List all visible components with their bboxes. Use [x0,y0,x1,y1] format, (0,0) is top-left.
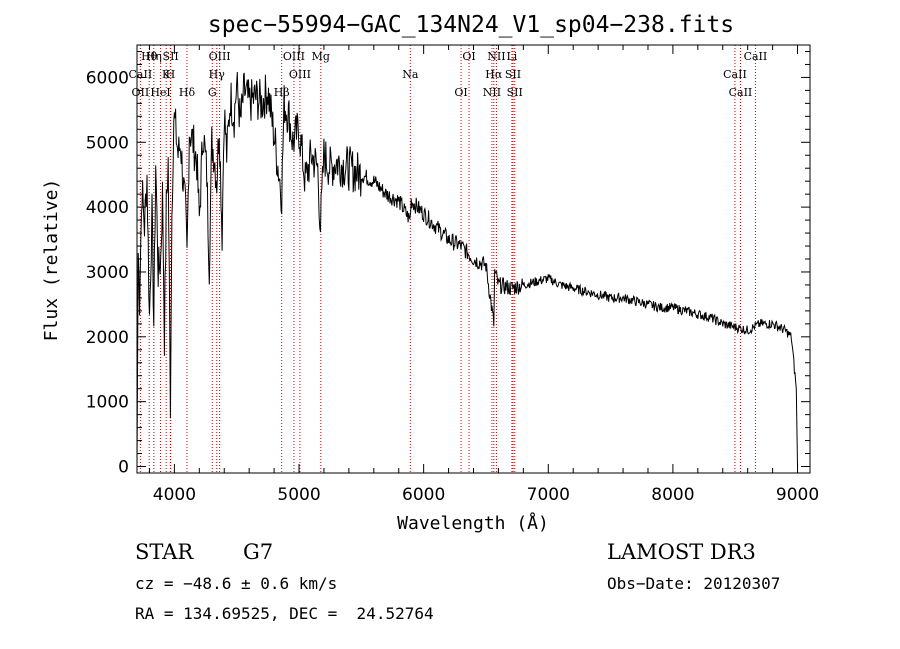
line-label: CaII [129,68,153,81]
y-axis: 0 1000 2000 3000 4000 5000 6000 [86,50,810,478]
line-label: SII [505,68,521,81]
line-label: OIII [209,50,231,63]
spectrum-series [136,71,798,467]
line-label: Hα [485,68,503,81]
x-axis-label: Wavelength (Å) [397,512,549,534]
x-tick-label: 4000 [153,485,196,505]
y-tick-label: 4000 [86,198,129,218]
coordinates: RA = 134.69525, DEC = 24.52764 [135,604,434,623]
line-label: Hθ [141,50,158,63]
line-label: CaII [729,86,753,99]
survey-name: LAMOST DR3 [607,540,756,564]
x-tick-label: 9000 [776,485,819,505]
line-label: NII [487,50,505,63]
line-label: Hβ [274,86,290,99]
line-label: Hδ [179,86,196,99]
x-tick-label: 7000 [527,485,570,505]
object-type: STAR [135,540,194,564]
y-axis-label: Flux (relative) [41,179,62,342]
line-label: SII [507,86,523,99]
spectrum-line [136,71,798,467]
line-labels: Hθ CaII OII HηK HeI SII HHδ OIII Hγ G OIII OIII Hβ Mg… [129,50,768,99]
x-axis: 4000 5000 6000 7000 8000 9000 [148,45,819,505]
line-label: OII [132,86,150,99]
line-label: Li [506,50,517,63]
line-label: OIII [283,50,305,63]
line-label: H [166,68,176,81]
line-label: Hγ [209,68,226,81]
line-label: Hη [146,50,162,63]
observation-date: Obs−Date: 20120307 [607,574,781,593]
y-tick-label: 5000 [86,133,129,153]
emission-line-markers [139,45,756,473]
y-tick-label: 2000 [86,328,129,348]
line-label: NII [483,86,501,99]
y-tick-label: 0 [118,458,129,478]
chart-title: spec−55994−GAC_134N24_V1_sp04−238.fits [208,12,734,38]
line-label: HeI [150,86,170,99]
plot-frame [136,44,811,474]
line-label: OI [454,86,467,99]
y-tick-label: 1000 [86,393,129,413]
spectral-subclass: G7 [243,540,274,564]
x-tick-label: 5000 [277,485,320,505]
line-label: Na [402,68,419,81]
line-label: OIII [289,68,311,81]
line-label: CaII [744,50,768,63]
line-label: SII [163,50,179,63]
line-label: K [162,68,171,81]
line-label: Mg [312,50,330,63]
line-label: OI [462,50,475,63]
x-tick-label: 8000 [651,485,694,505]
y-tick-label: 6000 [86,68,129,88]
line-label: CaII [723,68,747,81]
line-label: G [208,86,217,99]
redshift-value: cz = −48.6 ± 0.6 km/s [135,574,338,593]
y-tick-label: 3000 [86,263,129,283]
x-tick-label: 6000 [402,485,445,505]
